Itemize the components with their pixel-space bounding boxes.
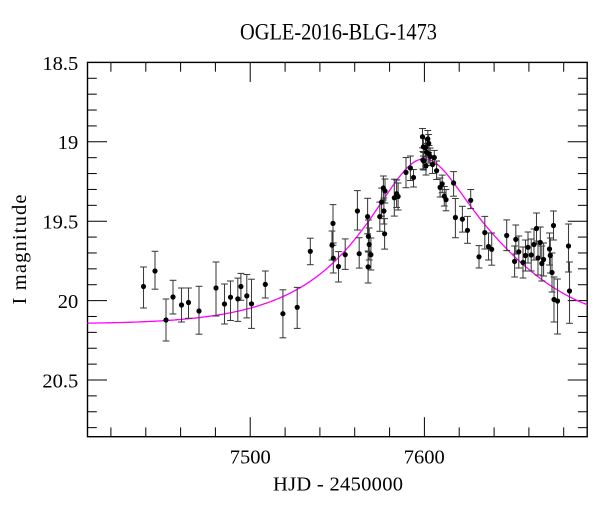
svg-text:OGLE-2016-BLG-1473: OGLE-2016-BLG-1473: [240, 20, 437, 45]
svg-text:HJD - 2450000: HJD - 2450000: [273, 474, 403, 496]
svg-text:19: 19: [58, 132, 79, 154]
svg-text:20: 20: [58, 291, 79, 313]
svg-text:18.5: 18.5: [42, 53, 78, 75]
svg-text:7600: 7600: [404, 446, 445, 468]
svg-text:I magnitude: I magnitude: [9, 195, 31, 305]
svg-text:7500: 7500: [230, 446, 271, 468]
svg-text:19.5: 19.5: [42, 212, 78, 234]
svg-text:20.5: 20.5: [42, 370, 78, 392]
